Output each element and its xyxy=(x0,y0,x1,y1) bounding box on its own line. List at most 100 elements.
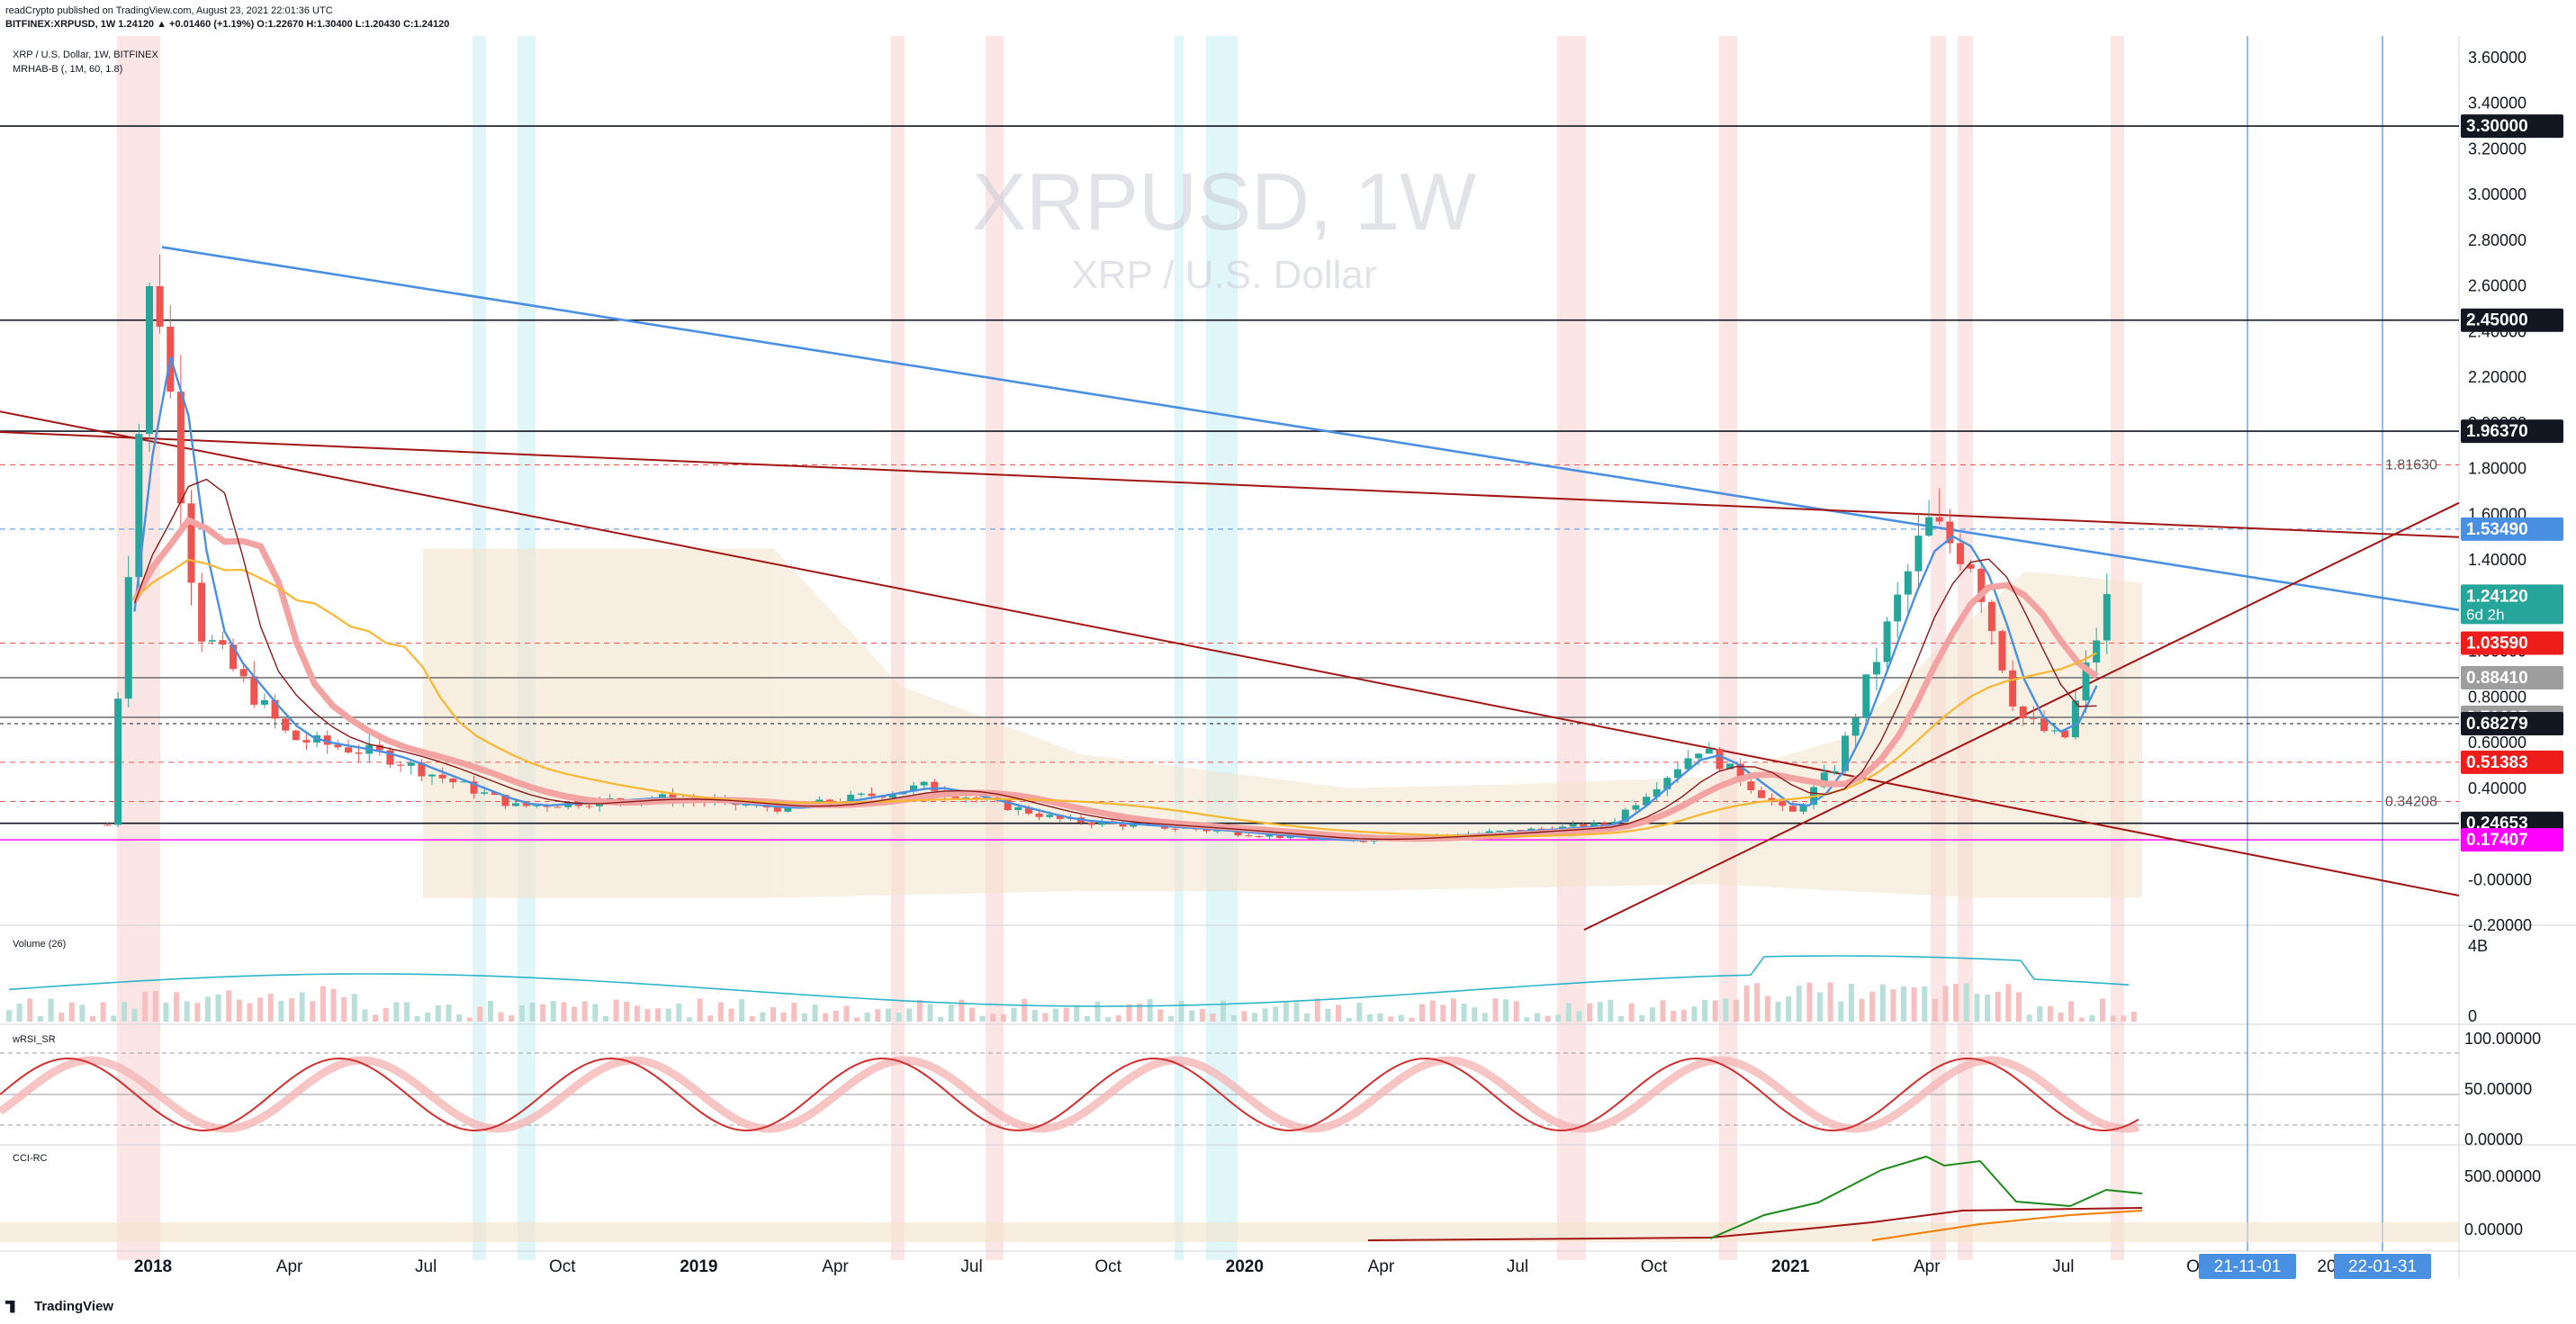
volume-bar xyxy=(550,1001,556,1022)
candle-body xyxy=(909,785,917,792)
volume-bar xyxy=(833,1010,839,1022)
highlight-band xyxy=(1206,36,1238,1260)
candle-body xyxy=(481,792,489,794)
volume-bar xyxy=(236,999,242,1022)
volume-bar xyxy=(1377,1013,1383,1022)
cci-tick-0: 0.00000 xyxy=(2464,1220,2523,1238)
candle-body xyxy=(1914,536,1923,572)
candle-body xyxy=(239,669,248,677)
volume-bar xyxy=(1074,1004,1080,1022)
volume-bar xyxy=(2089,1014,2095,1022)
price-tick-label: 0.80000 xyxy=(2468,688,2526,706)
volume-bar xyxy=(624,1001,630,1022)
candle-body xyxy=(1842,735,1850,771)
candle-body xyxy=(1758,790,1766,798)
volume-bar xyxy=(2026,1014,2032,1022)
volume-bar xyxy=(16,1004,23,1022)
volume-bar xyxy=(990,1013,996,1022)
volume-bar xyxy=(383,1007,389,1022)
price-chart[interactable]: 3.60000 3.40000 3.20000 3.00000 2.80000 2.600… xyxy=(0,36,2576,1296)
volume-bar xyxy=(1482,1013,1488,1022)
candle-body xyxy=(1967,563,1975,569)
volume-bar xyxy=(121,1002,127,1022)
candle-body xyxy=(491,792,499,796)
volume-bar xyxy=(1879,984,1886,1022)
volume-bar xyxy=(1565,1003,1572,1022)
highlight-band xyxy=(891,36,905,1260)
candle-body xyxy=(1779,801,1787,806)
volume-bar xyxy=(1649,1007,1655,1022)
price-tick-label: 0.40000 xyxy=(2468,779,2526,797)
price-tick-label: 2.60000 xyxy=(2468,277,2526,295)
candle-body xyxy=(1894,594,1902,622)
shaded-range xyxy=(423,548,774,898)
volume-tick-top: 4B xyxy=(2468,937,2488,955)
volume-bar xyxy=(1137,1003,1143,1022)
candle-body xyxy=(1014,806,1022,811)
volume-bar xyxy=(1398,1014,1404,1022)
volume-bar xyxy=(1450,998,1456,1022)
candle-body xyxy=(407,762,415,766)
rsi-line xyxy=(0,1057,2139,1132)
volume-bar xyxy=(2100,998,2105,1022)
candle-body xyxy=(501,795,509,806)
candle-body xyxy=(1716,749,1724,770)
volume-bar xyxy=(1545,1015,1551,1022)
volume-bar xyxy=(111,1015,117,1022)
volume-bar xyxy=(791,1003,797,1022)
volume-bar xyxy=(1597,1002,1603,1022)
volume-bar xyxy=(896,1012,902,1022)
candle-body xyxy=(1245,835,1253,837)
volume-bar xyxy=(1503,999,1509,1022)
volume-bar xyxy=(1293,1002,1300,1022)
cci-signal-line xyxy=(1871,1210,2143,1241)
legend-indicator: MRHAB-B (, 1M, 60, 1.8) xyxy=(13,64,122,75)
candle-body xyxy=(522,803,530,806)
volume-bar xyxy=(1115,1014,1121,1022)
price-axis[interactable]: 3.60000 3.40000 3.20000 3.00000 2.80000 2.600… xyxy=(2385,49,2563,934)
volume-pane-title: Volume (26) xyxy=(13,939,66,950)
time-tick-label: Jul xyxy=(2052,1257,2074,1276)
volume-bar xyxy=(1806,982,1813,1022)
volume-bar xyxy=(362,1009,368,1022)
volume-bar xyxy=(927,1004,933,1022)
rsi-tick-0: 0.00000 xyxy=(2464,1130,2523,1148)
volume-bar xyxy=(760,1012,766,1022)
time-tick-label: Apr xyxy=(276,1257,303,1276)
volume-bar xyxy=(572,1006,578,1022)
time-axis[interactable]: 2018 Apr Jul Oct 2019 Apr Jul Oct 2020 Apr Jul Oct 2… xyxy=(134,1254,2431,1279)
volume-bar xyxy=(1680,1009,1687,1022)
volume-bar xyxy=(581,1001,588,1022)
volume-bar xyxy=(2058,1013,2064,1022)
volume-bar xyxy=(717,1002,724,1022)
candle-body xyxy=(658,794,666,798)
indicator-overlays xyxy=(131,356,2099,842)
volume-bar xyxy=(204,996,211,1022)
date-marker-label: 21-11-01 xyxy=(2214,1257,2282,1276)
candle-body xyxy=(145,285,153,435)
candle-body xyxy=(1935,517,1943,522)
volume-bar xyxy=(2005,984,2012,1022)
volume-bar xyxy=(1230,1014,1237,1022)
volume-bar xyxy=(330,988,337,1022)
candle-body xyxy=(868,793,876,797)
candle-body xyxy=(1569,824,1577,827)
time-tick-label: Jul xyxy=(960,1257,982,1276)
candle-body xyxy=(1202,829,1211,832)
candle-body xyxy=(1643,797,1651,806)
volume-bar xyxy=(644,1009,651,1022)
date-marker-label: 22-01-31 xyxy=(2348,1257,2417,1276)
candle-body xyxy=(857,793,865,795)
volume-bar xyxy=(163,1003,169,1022)
volume-average-line xyxy=(8,955,2130,1007)
candle-body xyxy=(438,774,446,779)
time-tick-label: 2019 xyxy=(680,1257,717,1276)
volume-bar xyxy=(1022,998,1028,1022)
volume-bar xyxy=(1639,1014,1645,1022)
volume-bar xyxy=(1838,1001,1844,1022)
volume-bar xyxy=(959,999,965,1022)
volume-bar xyxy=(968,1007,975,1022)
candle-body xyxy=(418,762,426,777)
volume-bar xyxy=(184,1001,190,1022)
volume-bar xyxy=(37,1015,43,1022)
